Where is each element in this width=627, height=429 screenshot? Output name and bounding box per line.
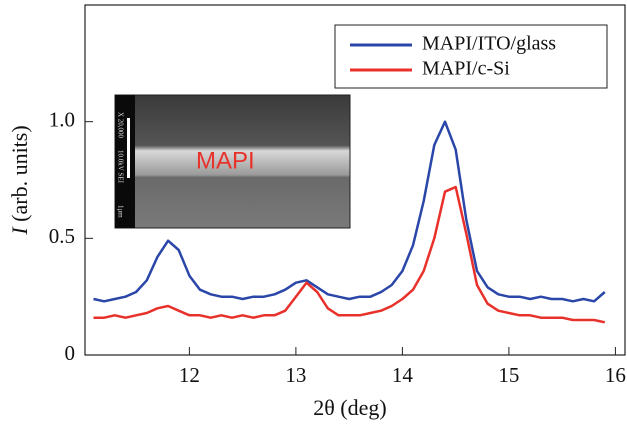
sem-magnification: X 20,000 [116, 112, 124, 139]
data-line [93, 120, 606, 303]
legend-label: MAPI/ITO/glass [422, 33, 556, 55]
sem-scale: 1μm [116, 205, 124, 218]
y-axis-label: I (arb. units) [7, 125, 32, 235]
x-tick-label: 15 [498, 363, 519, 387]
x-tick-label: 16 [605, 363, 626, 387]
plot-frame [84, 4, 626, 356]
y-tick-label: 0 [65, 341, 76, 365]
sem-settings: 10.0kV SEI [116, 150, 124, 184]
y-tick-label: 1.0 [49, 107, 75, 131]
data-line [93, 185, 606, 324]
scale-bar [127, 118, 130, 178]
y-tick-label: 0.5 [49, 224, 75, 248]
x-tick-label: 12 [179, 363, 200, 387]
x-axis-label: 2θ (deg) [313, 395, 386, 420]
legend-box [334, 24, 608, 89]
y-axis-unit: (arb. units) [7, 125, 32, 222]
sem-image [114, 94, 351, 229]
x-tick-label: 13 [285, 363, 306, 387]
legend-label: MAPI/c-Si [422, 58, 510, 80]
y-axis-symbol: I [7, 226, 32, 236]
x-tick-label: 14 [392, 363, 414, 387]
inset-image: X 20,000 10.0kV SEI 1μm MAPI [114, 94, 351, 229]
inset-label: MAPI [196, 147, 255, 174]
